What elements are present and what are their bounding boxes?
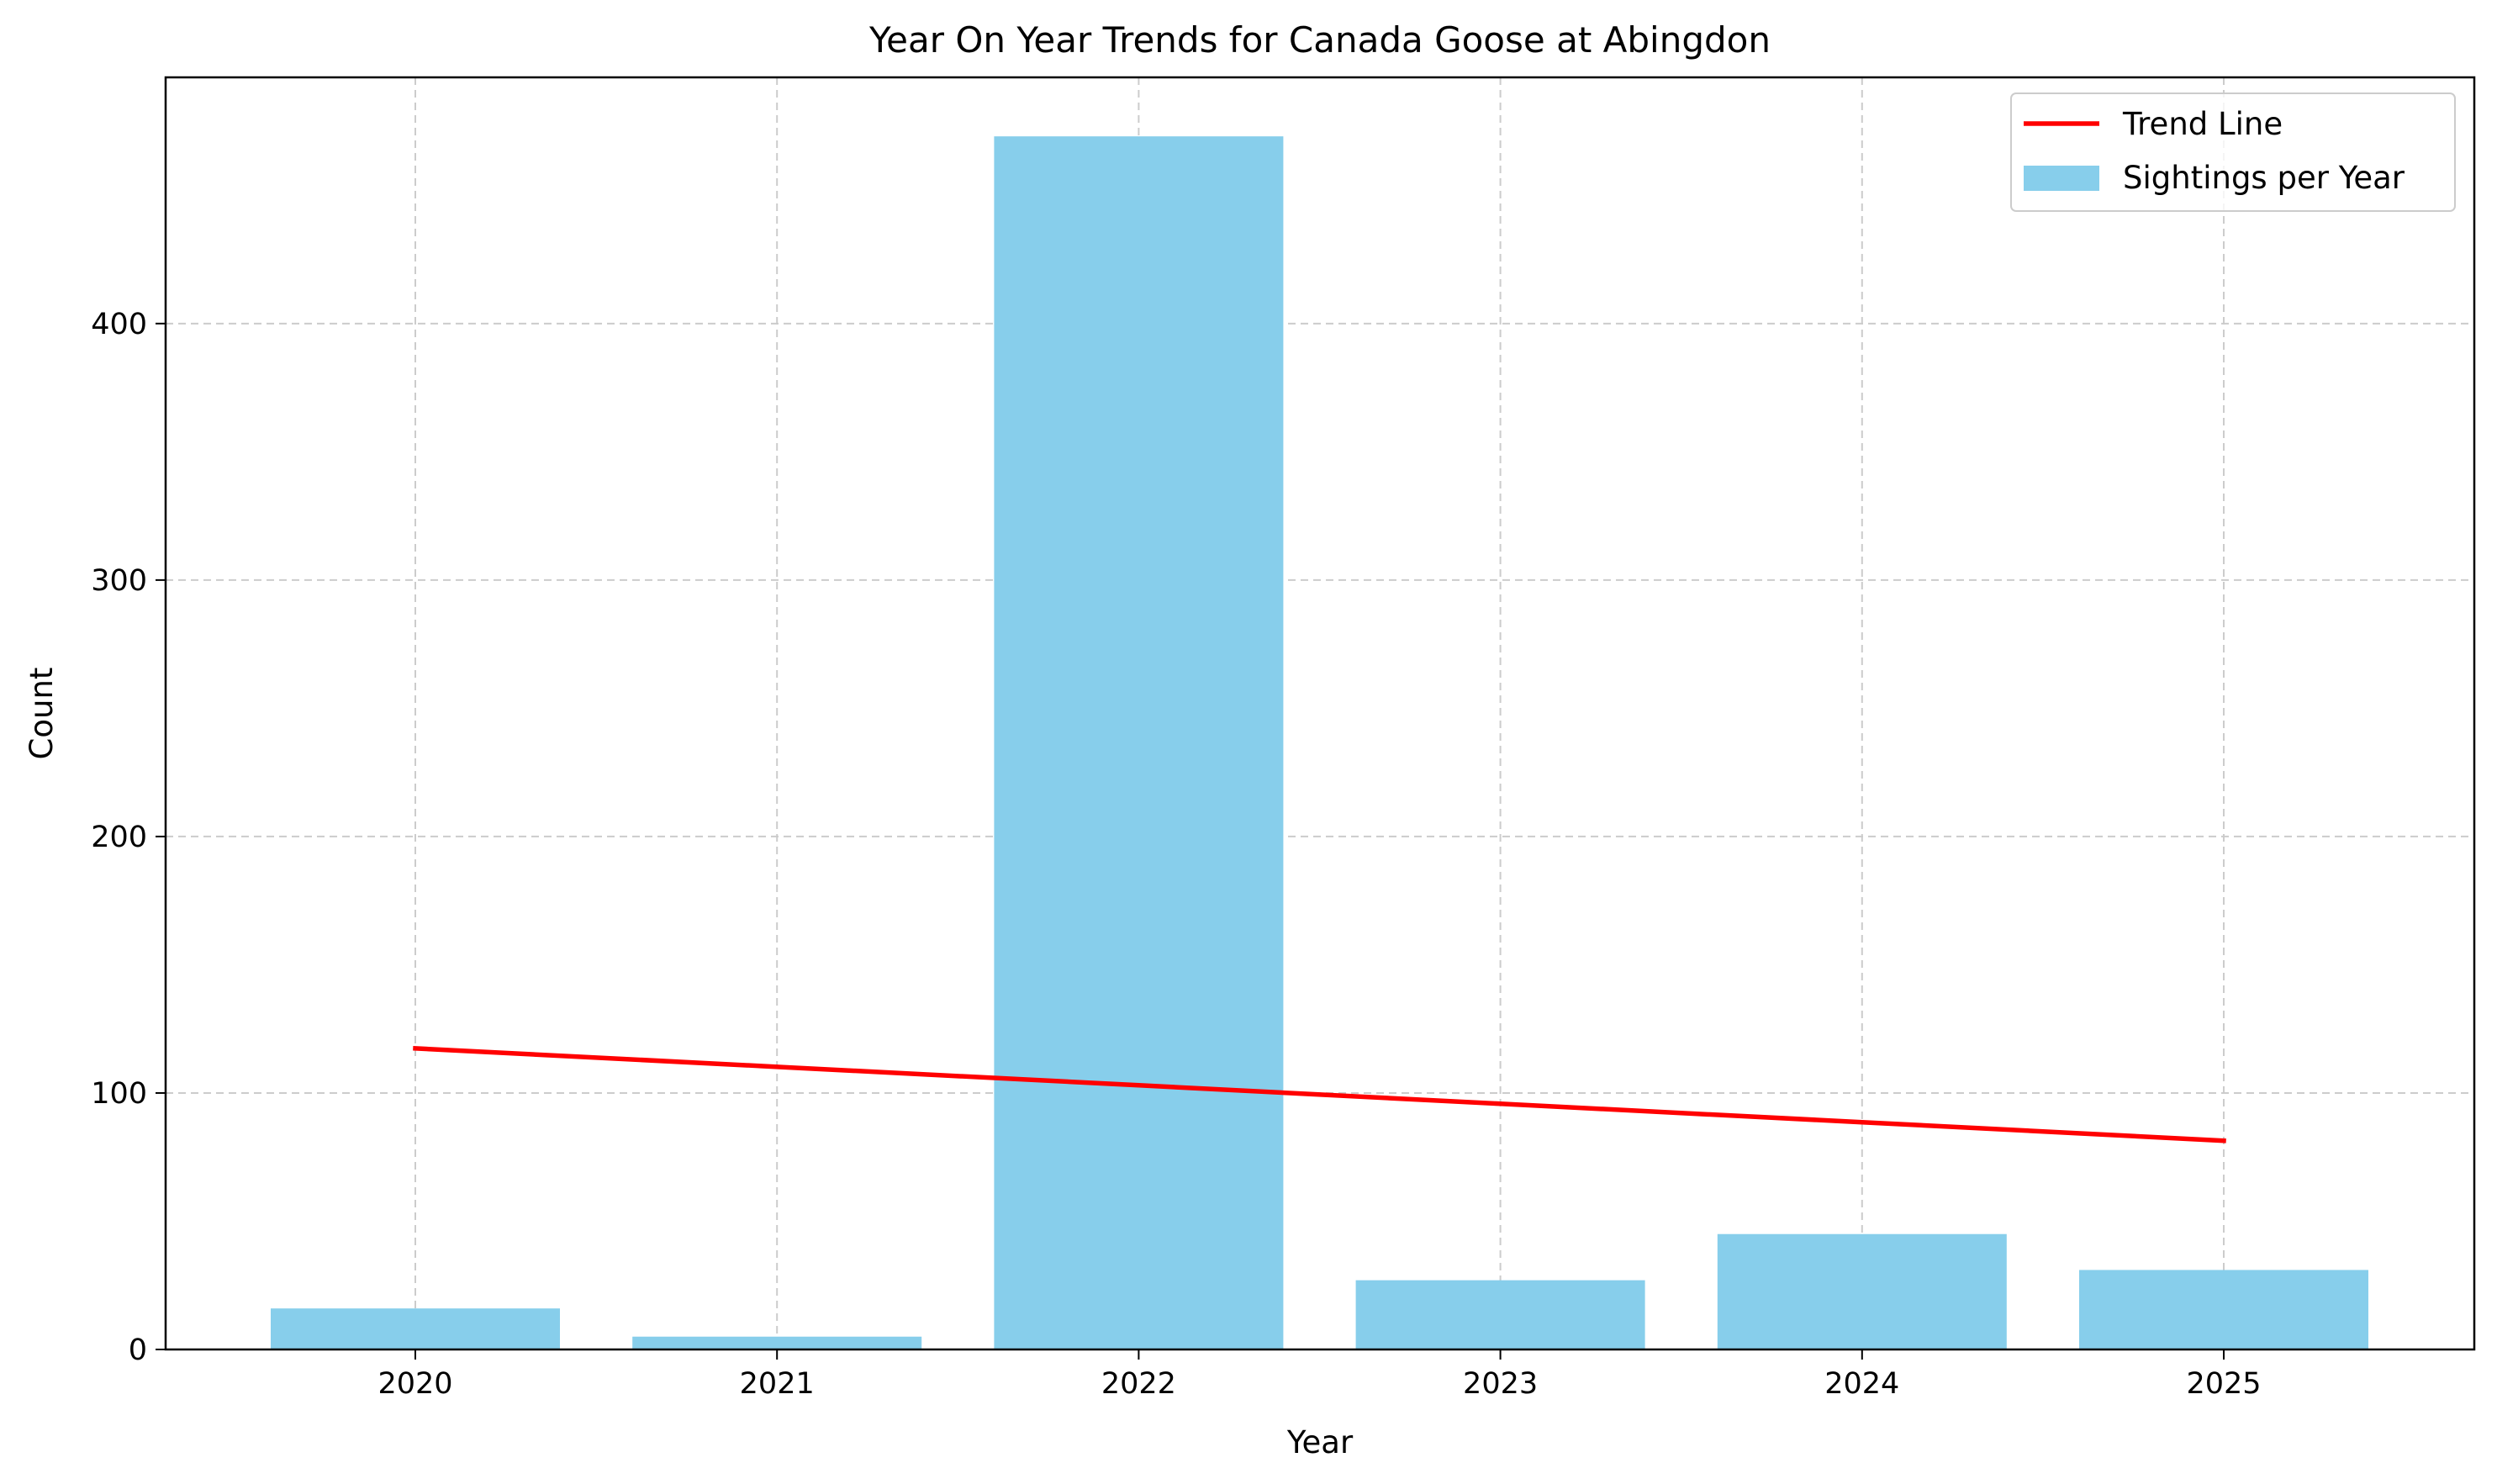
bar-2022 <box>994 136 1284 1349</box>
legend-trend-line-label: Trend Line <box>2122 106 2283 142</box>
bar-2021 <box>632 1336 922 1349</box>
trend-line <box>413 1045 2226 1143</box>
y-tick-label: 200 <box>91 821 147 854</box>
bar-2020 <box>271 1308 560 1349</box>
y-tick-label: 0 <box>129 1333 147 1367</box>
bars <box>271 136 2368 1349</box>
chart-title: Year On Year Trends for Canada Goose at … <box>868 19 1771 61</box>
x-tick-label: 2025 <box>2186 1367 2261 1401</box>
y-tick-label: 400 <box>91 308 147 341</box>
y-tick-label: 100 <box>91 1077 147 1111</box>
legend-box <box>2010 92 2456 212</box>
legend-sightings-swatch <box>2024 166 2099 191</box>
bar-2024 <box>1717 1233 2007 1349</box>
bar-2025 <box>2079 1270 2368 1349</box>
plot-frame <box>164 76 2476 1351</box>
legend: Trend Line Sightings per Year <box>2010 92 2456 212</box>
x-axis-label: Year <box>1286 1424 1354 1460</box>
x-tick-label: 2022 <box>1101 1367 1176 1401</box>
x-tick-label: 2021 <box>740 1367 815 1401</box>
y-tick-label: 300 <box>91 564 147 598</box>
x-tick-label: 2023 <box>1463 1367 1538 1401</box>
bar-2023 <box>1355 1280 1645 1349</box>
x-tick-label: 2024 <box>1824 1367 1899 1401</box>
legend-sightings-label: Sightings per Year <box>2123 160 2405 196</box>
x-tick-label: 2020 <box>377 1367 452 1401</box>
axis-ticks: 2020 2021 2022 2023 2024 2025 0 100 200 300 400 <box>91 308 2261 1401</box>
trend-line-layer <box>413 1045 2226 1143</box>
y-axis-label: Count <box>24 668 60 760</box>
